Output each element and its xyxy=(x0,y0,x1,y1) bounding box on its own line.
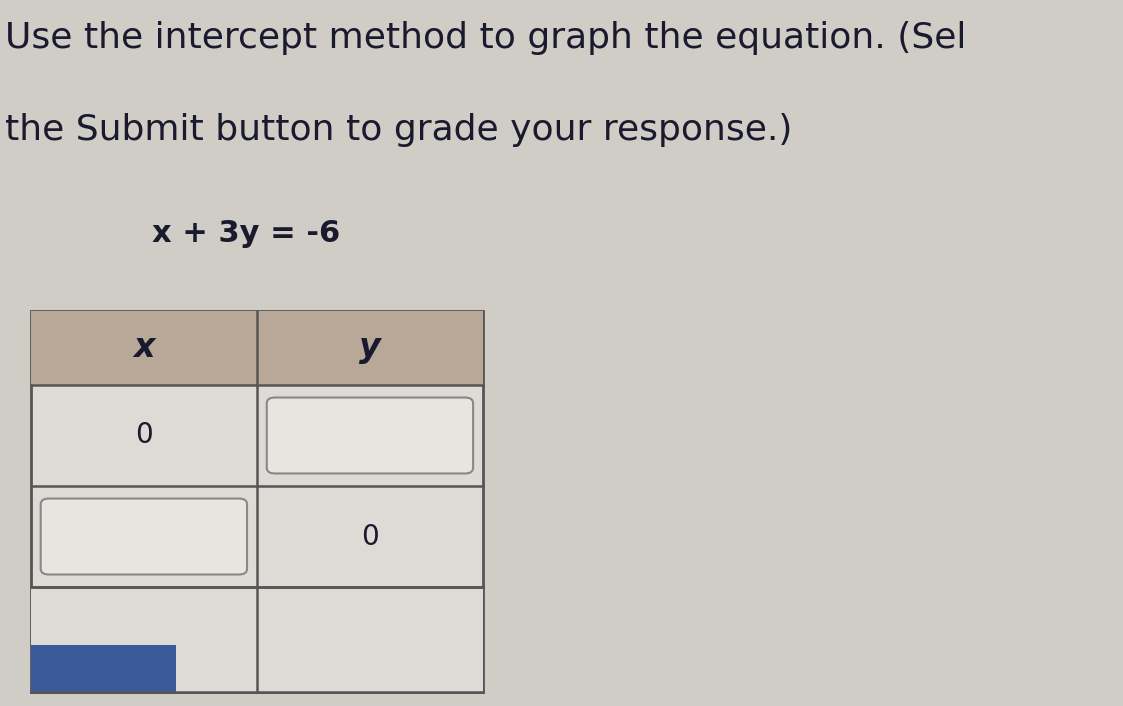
Text: x + 3y = -6: x + 3y = -6 xyxy=(153,219,340,248)
Text: y: y xyxy=(359,331,381,364)
FancyBboxPatch shape xyxy=(40,498,247,575)
FancyBboxPatch shape xyxy=(267,397,473,474)
Bar xyxy=(30,645,175,692)
Text: the Submit button to grade your response.): the Submit button to grade your response… xyxy=(6,113,793,147)
Text: x: x xyxy=(134,331,155,364)
Text: 0: 0 xyxy=(362,522,378,551)
Text: Use the intercept method to graph the equation. (Sel: Use the intercept method to graph the eq… xyxy=(6,21,967,55)
Text: 0: 0 xyxy=(135,421,153,450)
